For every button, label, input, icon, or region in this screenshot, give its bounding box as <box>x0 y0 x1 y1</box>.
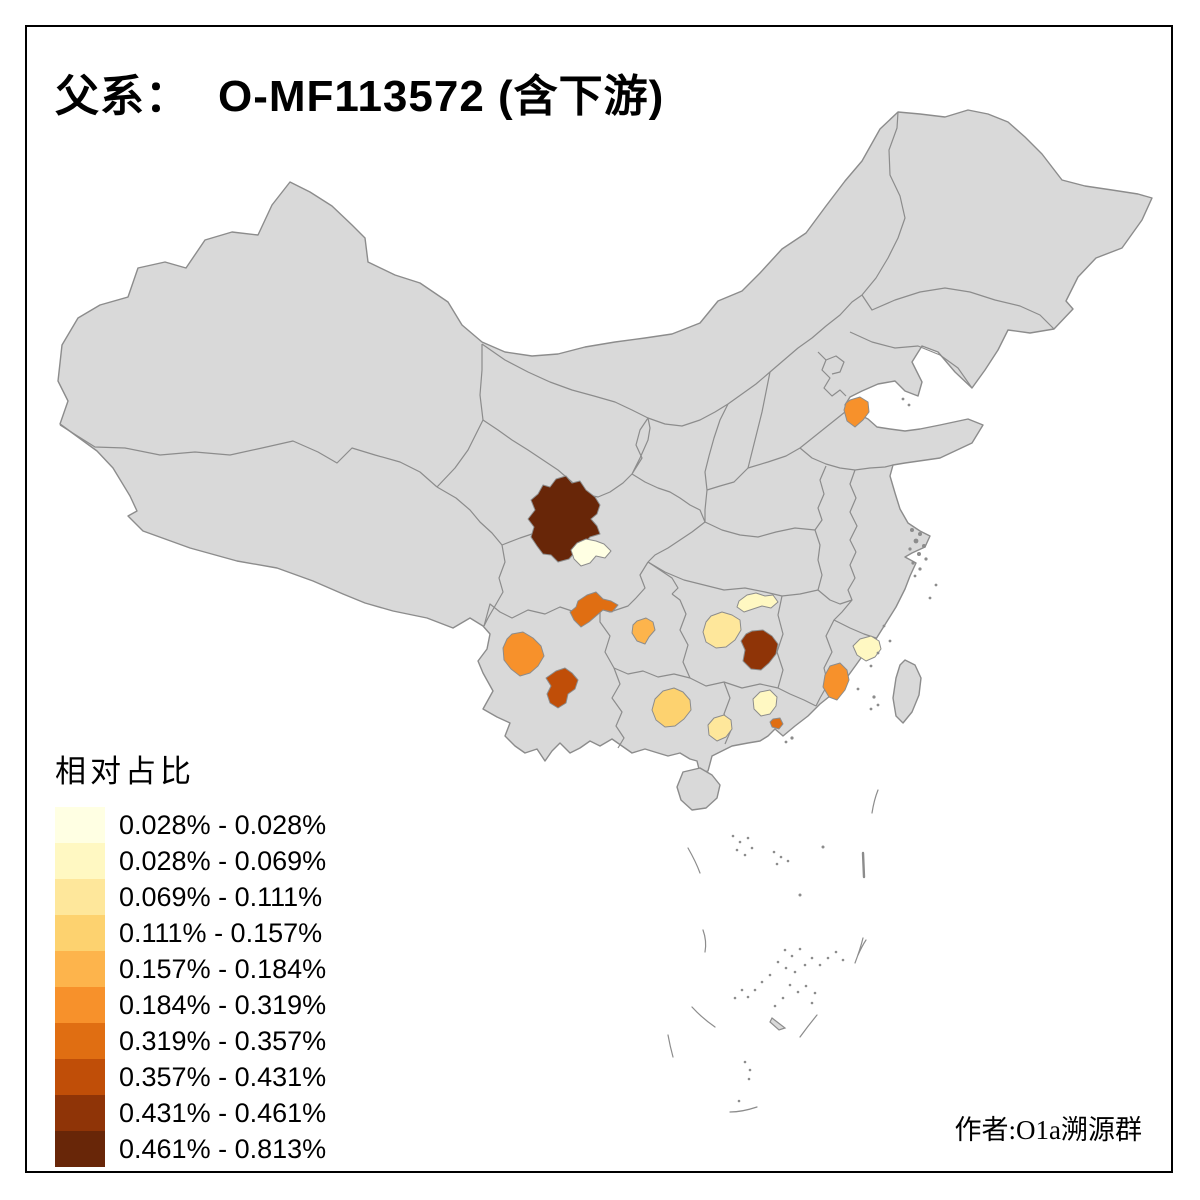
hainan-island <box>676 767 721 811</box>
map-region-pearl-river-delta <box>769 717 784 730</box>
legend-title: 相对占比 <box>55 754 195 789</box>
mainland-outline <box>57 109 1153 774</box>
chart-title-prefix: 父系： <box>55 72 190 121</box>
legend-row-label: 0.028% - 0.069% <box>119 845 327 876</box>
legend-swatch <box>55 1023 105 1059</box>
coastal-islet-dots <box>784 397 938 744</box>
attribution: 作者:O1a溯源群 <box>954 1115 1142 1145</box>
legend-rows: 0.028% - 0.028% 0.028% - 0.069% 0.069% -… <box>55 807 326 1167</box>
legend-row: 0.184% - 0.319% <box>55 987 326 1023</box>
colored-regions <box>502 396 882 742</box>
legend-row: 0.028% - 0.028% <box>55 807 326 843</box>
legend-swatch <box>55 807 105 843</box>
legend-row-label: 0.028% - 0.028% <box>119 809 327 840</box>
legend-row: 0.319% - 0.357% <box>55 1023 326 1059</box>
legend-row-label: 0.431% - 0.461% <box>119 1097 327 1128</box>
legend-row: 0.431% - 0.461% <box>55 1095 326 1131</box>
legend-row-label: 0.111% - 0.157% <box>119 917 323 948</box>
legend-row: 0.111% - 0.157% <box>55 915 326 951</box>
legend-swatch <box>55 987 105 1023</box>
legend-row-label: 0.157% - 0.184% <box>119 953 327 984</box>
legend-row: 0.028% - 0.069% <box>55 843 326 879</box>
legend-row-label: 0.069% - 0.111% <box>119 881 323 912</box>
legend: 相对占比 0.028% - 0.028% 0.028% - 0.069% 0.0… <box>55 746 326 1167</box>
legend-row: 0.157% - 0.184% <box>55 951 326 987</box>
taiwan-island <box>892 659 922 724</box>
legend-row-label: 0.357% - 0.431% <box>119 1061 327 1092</box>
legend-swatch <box>55 951 105 987</box>
legend-swatch <box>55 879 105 915</box>
legend-swatch <box>55 1059 105 1095</box>
legend-swatch <box>55 915 105 951</box>
map-region-hunan-west <box>702 611 742 649</box>
legend-swatch <box>55 843 105 879</box>
map-region-guangdong-north <box>752 689 778 717</box>
map-region-fujian-south <box>822 662 850 701</box>
map-region-shandong-north-coast <box>843 396 870 428</box>
map-region-sichuan-south <box>569 591 619 628</box>
south-china-sea-islets <box>667 789 879 1113</box>
chart-title: 父系： O-MF113572 (含下游) <box>55 60 664 124</box>
legend-row: 0.461% - 0.813% <box>55 1131 326 1167</box>
legend-swatch <box>55 1131 105 1167</box>
legend-row-label: 0.319% - 0.357% <box>119 1025 327 1056</box>
map-region-fujian-northeast <box>852 635 882 662</box>
legend-row: 0.357% - 0.431% <box>55 1059 326 1095</box>
legend-row-label: 0.184% - 0.319% <box>119 989 327 1020</box>
chart-title-main: O-MF113572 (含下游) <box>218 72 665 121</box>
land-group <box>57 109 1153 811</box>
map-region-guangxi-center <box>651 687 692 728</box>
legend-swatch <box>55 1095 105 1131</box>
map-region-sichuan-center <box>570 538 612 567</box>
map-region-yunnan-center <box>545 667 579 709</box>
sea-islets <box>667 397 938 1113</box>
map-region-hunan-north <box>736 592 779 613</box>
legend-row: 0.069% - 0.111% <box>55 879 326 915</box>
map-region-guangxi-south <box>707 714 733 742</box>
map-region-yunnan-northwest <box>502 631 545 677</box>
legend-row-label: 0.461% - 0.813% <box>119 1133 327 1164</box>
map-region-hunan-center <box>740 629 779 671</box>
map-region-guizhou-center <box>631 617 656 645</box>
